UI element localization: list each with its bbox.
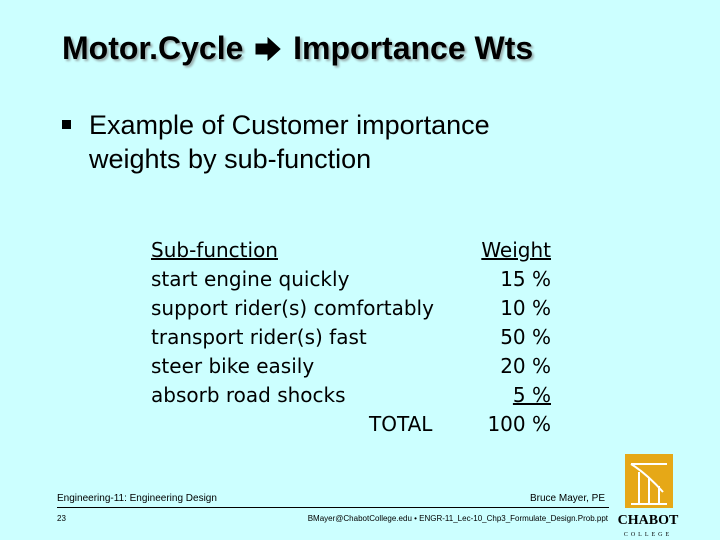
bullet-line-2: weights by sub-function [89,144,372,174]
right-arrow-icon [255,37,282,61]
row-weight: 20 % [500,354,551,378]
table-row: support rider(s) comfortably 10 % [151,294,551,323]
table-header: Sub-function Weight [151,236,551,265]
row-label: support rider(s) comfortably [151,296,434,320]
bullet-point: Example of Customer importance weights b… [62,108,622,176]
header-weight: Weight [481,238,551,262]
footer-course: Engineering-11: Engineering Design [57,493,217,504]
total-weight: 100 % [487,412,551,436]
square-bullet-icon [62,120,71,129]
footer-file-info: BMayer@ChabotCollege.edu • ENGR-11_Lec-1… [307,514,608,523]
title-right: Importance Wts [293,30,534,66]
importance-table: Sub-function Weight start engine quickly… [151,236,551,439]
title-left: Motor.Cycle [62,30,244,66]
table-row: transport rider(s) fast 50 % [151,323,551,352]
table-row: absorb road shocks 5 % [151,381,551,410]
slide-title: Motor.Cycle Importance Wts [62,30,533,67]
row-label: transport rider(s) fast [151,325,367,349]
page-number: 23 [57,514,66,523]
table-row: steer bike easily 20 % [151,352,551,381]
row-weight: 15 % [500,267,551,291]
chabot-college-logo: CHABOT COLLEGE [618,454,679,538]
table-row: start engine quickly 15 % [151,265,551,294]
header-subfunction: Sub-function [151,238,278,262]
logo-sub: COLLEGE [624,532,672,538]
row-label: steer bike easily [151,354,315,378]
total-label: TOTAL [369,412,433,436]
bullet-line-1: Example of Customer importance [89,110,490,140]
row-label: start engine quickly [151,267,350,291]
footer-author: Bruce Mayer, PE [529,493,605,504]
row-weight: 10 % [500,296,551,320]
table-total-row: TOTAL 100 % [151,410,551,439]
footer-divider [57,507,609,508]
row-weight: 5 % [512,383,551,407]
logo-name: CHABOT [618,513,679,528]
row-weight: 50 % [500,325,551,349]
row-label: absorb road shocks [151,383,346,407]
